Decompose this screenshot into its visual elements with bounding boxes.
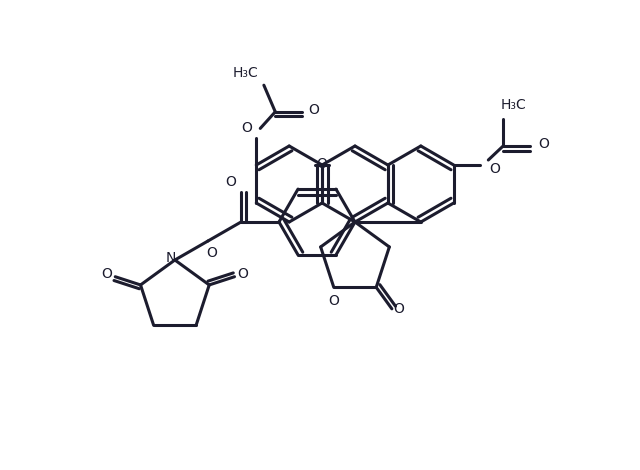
Text: O: O [317,157,328,171]
Text: O: O [101,267,112,281]
Text: H₃C: H₃C [233,66,259,80]
Text: O: O [241,121,252,135]
Text: H₃C: H₃C [500,98,526,112]
Text: O: O [394,302,404,316]
Text: O: O [308,103,319,117]
Text: O: O [489,162,500,176]
Text: O: O [225,174,236,188]
Text: O: O [538,137,549,151]
Text: O: O [237,267,248,281]
Text: N: N [166,251,176,265]
Text: O: O [328,294,339,308]
Text: O: O [207,246,218,260]
